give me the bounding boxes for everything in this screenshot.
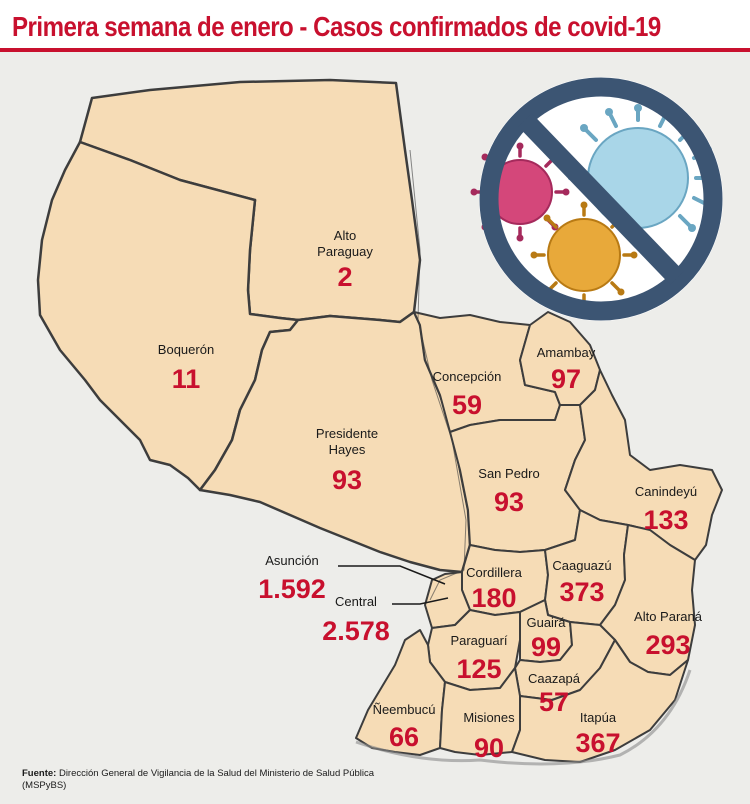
page-title: Primera semana de enero - Casos confirma… xyxy=(12,11,661,42)
department-canindeyu xyxy=(564,369,723,561)
case-count-caazapa: 57 xyxy=(539,687,569,717)
region-label-neembucu: Ñeembucú xyxy=(373,702,436,717)
parana-river xyxy=(355,669,692,766)
region-label-guaira: Guairá xyxy=(526,615,566,630)
case-count-cordillera: 180 xyxy=(471,583,516,613)
region-label-caazapa: Caazapá xyxy=(528,671,581,686)
paraguay-river xyxy=(409,149,467,601)
header-bar: Primera semana de enero - Casos confirma… xyxy=(0,0,750,52)
case-count-presidente-hayes: 93 xyxy=(332,465,362,495)
case-count-paraguari: 125 xyxy=(456,654,501,684)
region-label-san-pedro: San Pedro xyxy=(478,466,539,481)
case-count-canindeyu: 133 xyxy=(643,505,688,535)
case-count-misiones: 90 xyxy=(474,733,504,763)
case-count-amambay: 97 xyxy=(551,364,581,394)
region-label-itapua: Itapúa xyxy=(580,710,617,725)
region-label-asuncion: Asunción xyxy=(265,553,318,568)
case-count-caaguazu: 373 xyxy=(559,577,604,607)
region-label-cordillera: Cordillera xyxy=(466,565,522,580)
oriental-region xyxy=(355,311,723,763)
region-label-alto-paraguay: Alto Paraguay xyxy=(317,228,373,259)
no-virus-icon xyxy=(470,77,723,321)
region-label-caaguazu: Caaguazú xyxy=(552,558,611,573)
region-label-central: Central xyxy=(335,594,377,609)
source-text: Dirección General de Vigilancia de la Sa… xyxy=(22,768,375,791)
case-count-itapua: 367 xyxy=(575,728,620,758)
case-count-alto-paraguay: 2 xyxy=(337,262,352,292)
case-count-neembucu: 66 xyxy=(389,722,419,752)
central-leader-line xyxy=(392,597,449,605)
asuncion-leader-line xyxy=(338,565,446,585)
region-label-paraguari: Paraguarí xyxy=(450,633,507,648)
source-label: Fuente: xyxy=(22,768,57,779)
region-label-canindeyu: Canindeyú xyxy=(635,484,697,499)
source-note: Fuente: Dirección General de Vigilancia … xyxy=(22,768,402,792)
region-label-alto-parana: Alto Paraná xyxy=(634,609,703,624)
case-count-alto-parana: 293 xyxy=(645,630,690,660)
case-count-asuncion: 1.592 xyxy=(258,574,326,604)
case-count-boqueron: 11 xyxy=(172,364,201,394)
region-label-misiones: Misiones xyxy=(463,710,515,725)
chaco-region xyxy=(36,78,472,574)
case-count-central: 2.578 xyxy=(322,616,390,646)
region-label-boqueron: Boquerón xyxy=(158,342,214,357)
region-label-concepcion: Concepción xyxy=(433,369,502,384)
case-count-concepcion: 59 xyxy=(452,390,482,420)
region-label-amambay: Amambay xyxy=(537,345,596,360)
case-count-san-pedro: 93 xyxy=(494,487,524,517)
department-itapua xyxy=(511,639,689,763)
region-label-presidente-hayes: Presidente Hayes xyxy=(316,426,378,457)
case-count-guaira: 99 xyxy=(531,632,561,662)
